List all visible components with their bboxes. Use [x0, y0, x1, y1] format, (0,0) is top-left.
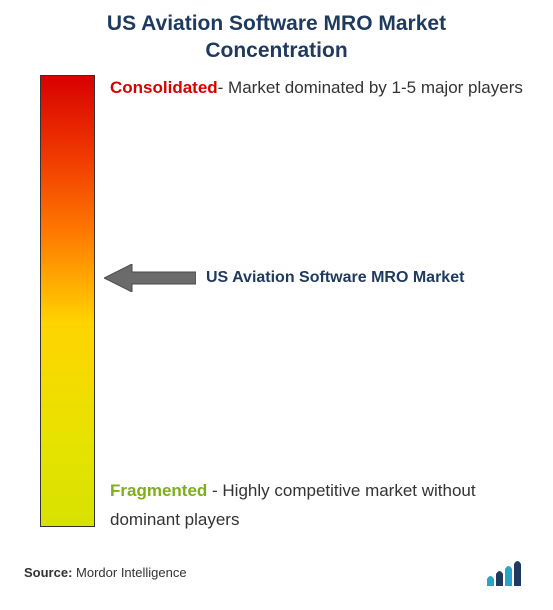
market-pointer: US Aviation Software MRO Market: [104, 264, 464, 292]
logo-bars: [487, 561, 521, 586]
arrow-left-icon: [104, 264, 196, 292]
chart-area: Consolidated- Market dominated by 1-5 ma…: [0, 75, 553, 535]
consolidated-keyword: Consolidated: [110, 78, 218, 97]
mordor-logo-icon: [487, 560, 525, 586]
logo-svg: [487, 560, 525, 586]
source-text: Mordor Intelligence: [76, 565, 187, 580]
source-attribution: Source: Mordor Intelligence: [24, 565, 187, 580]
consolidated-label: Consolidated- Market dominated by 1-5 ma…: [110, 75, 523, 101]
source-prefix: Source:: [24, 565, 72, 580]
market-pointer-label: US Aviation Software MRO Market: [206, 269, 464, 287]
fragmented-keyword: Fragmented: [110, 481, 207, 500]
arrow-shape: [104, 264, 196, 292]
chart-title: US Aviation Software MRO Market Concentr…: [0, 0, 553, 65]
concentration-gradient-bar: [40, 75, 95, 527]
fragmented-label: Fragmented - Highly competitive market w…: [110, 477, 523, 535]
consolidated-desc: - Market dominated by 1-5 major players: [218, 78, 523, 97]
